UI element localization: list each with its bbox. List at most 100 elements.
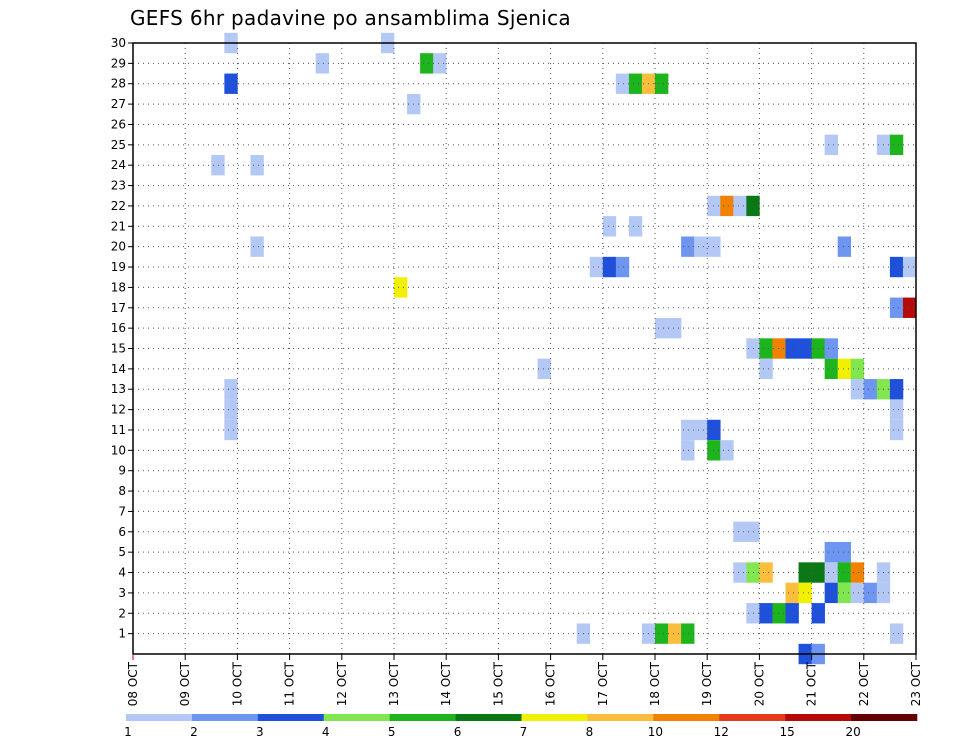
heatmap-cell bbox=[889, 134, 904, 156]
heatmap-cell bbox=[733, 195, 747, 217]
heatmap-cell bbox=[602, 256, 617, 278]
legend-label: 2 bbox=[190, 725, 198, 739]
legend-swatch bbox=[653, 714, 720, 721]
y-tick-label: 19 bbox=[111, 260, 126, 274]
y-tick-label: 29 bbox=[111, 56, 126, 70]
x-tick-label: 15 OCT bbox=[491, 661, 505, 706]
legend-label: 7 bbox=[520, 725, 528, 739]
heatmap-cell bbox=[655, 623, 669, 644]
chart-title: GEFS 6hr padavine po ansamblima Sjenica bbox=[130, 6, 571, 30]
y-tick-label: 26 bbox=[111, 117, 126, 131]
heatmap-cell bbox=[889, 623, 904, 644]
legend-swatch bbox=[191, 714, 259, 721]
heatmap-cell bbox=[224, 73, 238, 94]
heatmap-cell bbox=[785, 603, 799, 624]
heatmap-cell bbox=[733, 562, 747, 583]
heatmap-cell bbox=[224, 379, 238, 400]
heatmap-cell bbox=[655, 317, 669, 339]
heatmap-cell bbox=[615, 256, 630, 278]
heatmap-cell bbox=[420, 53, 434, 74]
heatmap-cell bbox=[681, 419, 695, 441]
heatmap-cell bbox=[798, 338, 812, 359]
legend-label: 12 bbox=[714, 725, 729, 739]
heatmap-cell bbox=[798, 562, 812, 583]
heatmap-cell bbox=[785, 338, 799, 359]
legend-label: 15 bbox=[780, 725, 795, 739]
heatmap-cell bbox=[668, 317, 682, 339]
x-tick-label: 10 OCT bbox=[230, 661, 244, 706]
y-tick-label: 1 bbox=[118, 627, 126, 641]
legend-swatch bbox=[851, 714, 918, 721]
heatmap-cell bbox=[837, 582, 852, 604]
y-tick-label: 24 bbox=[111, 158, 126, 172]
y-tick-label: 15 bbox=[111, 342, 126, 356]
heatmap-cell bbox=[250, 155, 264, 176]
heatmap-cell bbox=[681, 440, 695, 461]
y-tick-label: 7 bbox=[118, 504, 126, 518]
heatmap-cell bbox=[759, 562, 773, 583]
x-tick-label: 16 OCT bbox=[544, 661, 558, 706]
axes-layer: 1234567891011121314151617181920212223242… bbox=[111, 36, 923, 706]
y-tick-label: 2 bbox=[118, 606, 126, 620]
legend-label: 5 bbox=[388, 725, 396, 739]
y-tick-label: 11 bbox=[111, 423, 126, 437]
x-tick-label: 12 OCT bbox=[335, 661, 349, 706]
y-tick-label: 27 bbox=[111, 97, 126, 111]
grid-layer bbox=[133, 42, 916, 654]
heatmap-cell bbox=[759, 358, 773, 380]
heatmap-cell bbox=[837, 541, 852, 563]
heatmap-cell bbox=[759, 603, 773, 624]
heatmap-cell bbox=[889, 379, 904, 400]
legend-label: 6 bbox=[454, 725, 462, 739]
y-tick-label: 28 bbox=[111, 77, 126, 91]
heatmap-cell bbox=[824, 541, 838, 563]
heatmap-cell bbox=[315, 53, 330, 74]
x-tick-label: 09 OCT bbox=[178, 661, 192, 706]
legend-label: 3 bbox=[256, 725, 264, 739]
heatmap-cell bbox=[628, 73, 643, 94]
x-tick-label: 08 OCT bbox=[126, 661, 140, 706]
heatmap-cell bbox=[589, 256, 604, 278]
y-tick-label: 8 bbox=[118, 484, 126, 498]
legend-label: 8 bbox=[586, 725, 594, 739]
legend-swatch bbox=[126, 714, 193, 721]
heatmap-cell bbox=[720, 440, 734, 461]
legend-swatch bbox=[389, 714, 456, 721]
legend-swatch bbox=[719, 714, 786, 721]
y-tick-label: 3 bbox=[118, 586, 126, 600]
legend-swatch bbox=[521, 714, 588, 721]
heatmap-cell bbox=[394, 277, 408, 298]
heatmap-cell bbox=[837, 562, 852, 583]
y-tick-label: 22 bbox=[111, 199, 126, 213]
heatmap-cell bbox=[902, 256, 917, 278]
heatmap-cell bbox=[772, 338, 786, 359]
x-tick-label: 11 OCT bbox=[283, 661, 297, 706]
y-tick-label: 12 bbox=[111, 403, 126, 417]
x-tick-label: 13 OCT bbox=[387, 661, 401, 706]
y-tick-label: 14 bbox=[111, 362, 126, 376]
y-tick-label: 10 bbox=[111, 443, 126, 457]
heatmap-cell bbox=[615, 73, 630, 94]
legend-label: 10 bbox=[648, 725, 663, 739]
heatmap-cell bbox=[250, 236, 264, 257]
heatmap-cell bbox=[850, 358, 865, 380]
x-tick-label: 22 OCT bbox=[857, 661, 871, 706]
x-tick-label: 21 OCT bbox=[805, 661, 819, 706]
x-tick-label: 19 OCT bbox=[700, 661, 714, 706]
heatmap-cell bbox=[694, 419, 708, 441]
heatmap-cell bbox=[863, 379, 878, 400]
heatmap-cell bbox=[211, 155, 225, 176]
heatmap-cell bbox=[772, 603, 786, 624]
heatmap-cell bbox=[759, 338, 773, 359]
y-tick-label: 6 bbox=[118, 525, 126, 539]
heatmap-cell bbox=[837, 236, 852, 257]
heatmap-cell bbox=[628, 216, 643, 237]
y-tick-label: 13 bbox=[111, 382, 126, 396]
x-tick-label: 20 OCT bbox=[752, 661, 766, 706]
y-tick-label: 16 bbox=[111, 321, 126, 335]
legend-layer: 1 2 3 4 5 6 7 8 10 12 15 20 bbox=[124, 714, 918, 739]
heatmap-cell bbox=[602, 216, 617, 237]
y-tick-label: 20 bbox=[111, 240, 126, 254]
heatmap-cell bbox=[655, 73, 669, 94]
